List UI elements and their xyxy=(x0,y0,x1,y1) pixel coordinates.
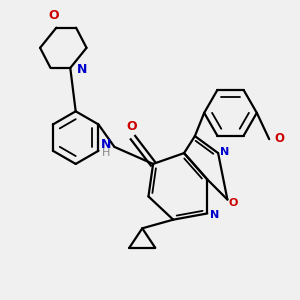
Text: H: H xyxy=(101,148,110,158)
Text: N: N xyxy=(100,138,111,151)
Text: N: N xyxy=(220,146,230,157)
Text: O: O xyxy=(126,120,137,133)
Text: N: N xyxy=(210,210,220,220)
Text: N: N xyxy=(77,63,88,76)
Text: O: O xyxy=(228,198,238,208)
Text: O: O xyxy=(48,9,58,22)
Text: O: O xyxy=(275,132,285,145)
